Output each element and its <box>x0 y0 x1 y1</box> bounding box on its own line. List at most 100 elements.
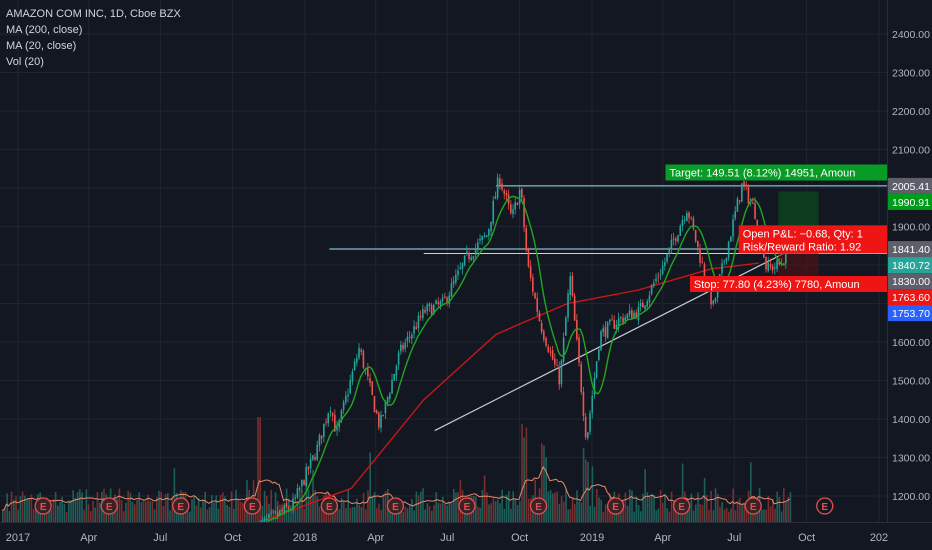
volume-bar-up <box>721 502 723 522</box>
earnings-marker-circle <box>172 497 190 515</box>
volume-legend[interactable]: Vol (20) <box>6 56 44 68</box>
candle-down <box>554 353 556 368</box>
candle-body <box>265 518 268 521</box>
candle-up <box>466 245 468 256</box>
candle-body <box>496 177 499 198</box>
candle-down <box>747 184 750 207</box>
volume-bar-up <box>510 508 512 522</box>
volume-bar-up <box>501 490 503 522</box>
candle-down <box>419 310 422 321</box>
candle-up <box>301 479 303 492</box>
candle-body <box>483 235 486 237</box>
volume-bar-up <box>338 509 341 522</box>
volume-bar-up <box>505 494 508 522</box>
volume-bar-up <box>28 497 30 522</box>
volume-bar-up <box>24 495 26 522</box>
candle-down <box>516 202 519 206</box>
candle-up <box>637 301 640 325</box>
candle-body <box>307 466 310 470</box>
volume-bar-down <box>710 490 712 522</box>
candle-up <box>274 510 277 515</box>
volume-bar-down <box>767 495 770 522</box>
candle-body <box>320 435 323 439</box>
volume-bar-down <box>457 492 459 522</box>
candle-body <box>543 331 545 340</box>
y-tick-label: 1200.00 <box>892 491 930 503</box>
volume-bar-up <box>354 507 356 522</box>
candle-up <box>562 332 565 366</box>
volume-bar-up <box>391 508 393 522</box>
candle-up <box>411 332 413 345</box>
candle-body <box>554 358 556 365</box>
candle-body <box>303 480 305 485</box>
volume-bar-down <box>602 511 605 522</box>
volume-bar-up <box>481 490 484 522</box>
candle-down <box>499 174 501 190</box>
candle-body <box>400 344 402 352</box>
price-axis-label-text: 1763.60 <box>892 292 930 304</box>
stop-label-text: Stop: 77.80 (4.23%) 7780, Amoun <box>694 279 860 291</box>
candle-up <box>435 299 437 305</box>
volume-bar-up <box>780 511 783 522</box>
volume-bar-up <box>789 492 792 522</box>
candle-down <box>631 307 633 320</box>
candle-down <box>446 296 448 307</box>
candle-down <box>521 187 523 202</box>
candle-body <box>474 247 477 256</box>
candle-up <box>474 243 477 259</box>
candle-up <box>327 412 330 427</box>
candle-up <box>514 197 517 215</box>
candle-up <box>351 368 354 386</box>
candle-body <box>386 397 389 403</box>
x-tick-label: 202 <box>870 532 888 544</box>
volume-bar-down <box>719 506 721 522</box>
candle-body <box>309 458 312 469</box>
candle-body <box>408 336 411 338</box>
volume-bar-up <box>431 510 433 522</box>
ma200-legend[interactable]: MA (200, close) <box>6 24 83 36</box>
volume-bar-down <box>765 509 767 522</box>
candle-body <box>505 193 508 196</box>
volume-bar-up <box>637 505 640 522</box>
symbol-title[interactable]: AMAZON COM INC, 1D, Cboe BZX <box>6 8 181 20</box>
candle-down <box>534 291 536 300</box>
candle-up <box>595 360 598 380</box>
candle-up <box>666 253 668 264</box>
candle-up <box>661 260 664 276</box>
candle-up <box>565 315 567 336</box>
volume-bar-down <box>723 509 726 522</box>
candle-body <box>318 435 321 447</box>
candle-body <box>516 203 519 206</box>
candle-body <box>492 200 495 224</box>
candle-down <box>503 188 506 200</box>
candle-up <box>664 257 666 271</box>
candle-up <box>569 272 572 302</box>
volume-bar-up <box>626 505 629 522</box>
volume-bar-up <box>197 498 200 522</box>
volume-bar-up <box>268 503 270 522</box>
stop-label: Stop: 77.80 (4.23%) 7780, Amoun <box>689 276 887 293</box>
volume-bar-up <box>635 496 638 522</box>
candle-body <box>582 391 585 416</box>
volume-bar-down <box>257 417 259 522</box>
candle-body <box>697 240 699 247</box>
candle-body <box>331 412 334 416</box>
candles <box>257 173 787 539</box>
candle-up <box>648 290 651 307</box>
candle-body <box>666 253 668 262</box>
candle-body <box>549 351 552 353</box>
volume-bar-up <box>131 501 134 522</box>
volume-bar-up <box>202 500 204 522</box>
x-tick-label: Oct <box>798 532 815 544</box>
volume-bar-down <box>679 508 682 522</box>
candle-down <box>536 292 539 316</box>
candle-up <box>732 214 734 242</box>
volume-bar-up <box>600 499 602 522</box>
volume-bar-up <box>261 505 264 522</box>
ma20-legend[interactable]: MA (20, close) <box>6 40 77 52</box>
volume-bar-up <box>411 498 413 522</box>
volume-bar-up <box>523 437 525 522</box>
